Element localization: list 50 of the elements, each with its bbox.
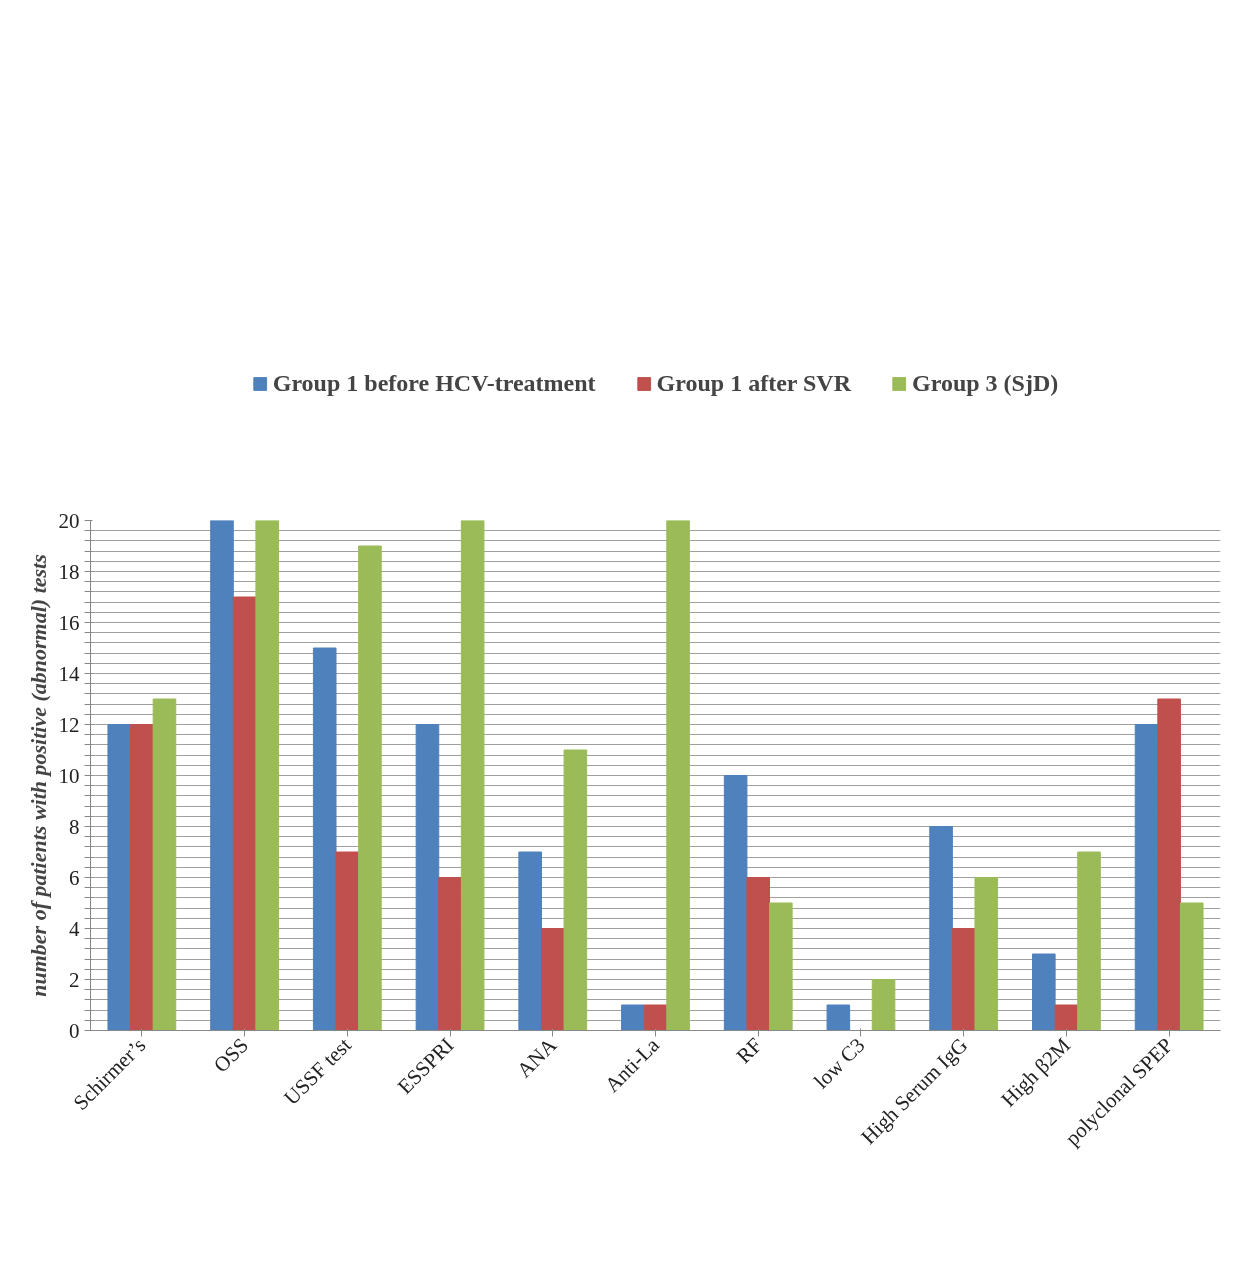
bar xyxy=(563,749,588,1031)
bar xyxy=(769,902,793,1031)
y-tick-label: 10 xyxy=(58,763,80,788)
x-tick-label: low C3 xyxy=(809,1033,870,1094)
y-tick-label: 18 xyxy=(58,559,80,584)
bar xyxy=(518,851,542,1031)
y-tick-label: 20 xyxy=(58,508,80,533)
x-tick-label: OSS xyxy=(208,1033,254,1078)
legend-label: Group 1 before HCV-treatment xyxy=(272,369,596,397)
y-tick-label: 14 xyxy=(58,661,80,686)
y-axis-title: number of patients with positive (abnormal) tests xyxy=(25,554,51,997)
bar xyxy=(415,724,440,1031)
bar xyxy=(643,1004,668,1031)
y-tick-label: 8 xyxy=(69,814,80,839)
bar xyxy=(746,877,771,1031)
y-tick-label: 4 xyxy=(69,916,80,941)
bar xyxy=(255,520,279,1031)
bar xyxy=(335,851,360,1031)
x-tick-label: RF xyxy=(731,1033,767,1069)
bar xyxy=(232,596,257,1031)
bar xyxy=(1054,1004,1079,1031)
bar xyxy=(210,520,234,1031)
bar xyxy=(1032,953,1056,1031)
bar xyxy=(871,979,896,1031)
bar xyxy=(826,1004,851,1031)
bar xyxy=(1157,698,1181,1031)
bar xyxy=(438,877,462,1031)
bar xyxy=(460,520,485,1031)
y-tick-label: 6 xyxy=(69,865,80,890)
bar xyxy=(621,1004,645,1031)
y-tick-label: 0 xyxy=(69,1018,80,1043)
bar xyxy=(358,545,382,1031)
y-tick-label: 16 xyxy=(58,610,80,635)
bar xyxy=(1134,724,1159,1031)
bar xyxy=(723,775,748,1031)
bar xyxy=(1179,902,1204,1031)
bar xyxy=(152,698,177,1031)
bar xyxy=(130,724,154,1031)
bar xyxy=(951,928,976,1031)
legend-label: Group 1 after SVR xyxy=(656,369,852,397)
bar xyxy=(974,877,999,1031)
bar xyxy=(666,520,690,1031)
bar xyxy=(312,647,337,1031)
bar xyxy=(540,928,565,1031)
y-tick-label: 2 xyxy=(69,967,80,992)
bar xyxy=(929,826,953,1031)
bar xyxy=(107,724,132,1031)
bar xyxy=(1077,851,1101,1031)
y-tick-label: 12 xyxy=(58,712,80,737)
legend-label: Group 3 (SjD) xyxy=(912,369,1059,397)
